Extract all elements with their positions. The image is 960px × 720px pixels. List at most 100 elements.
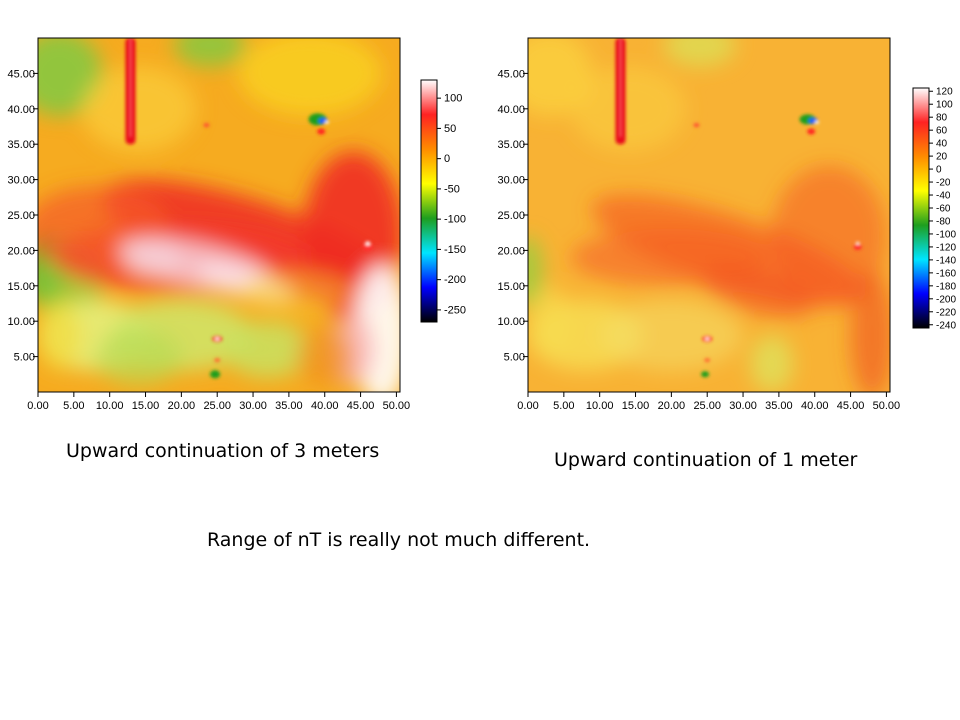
x-tick-label: 30.00 xyxy=(239,400,267,412)
anomaly-region xyxy=(238,271,354,315)
anomaly-region xyxy=(528,236,543,308)
colorbar-tick-label: -100 xyxy=(936,229,956,240)
anomaly-region xyxy=(238,38,383,116)
colorbar-tick-label: -50 xyxy=(444,183,460,195)
anomaly-region xyxy=(528,285,572,357)
anomaly-region xyxy=(95,328,182,385)
dipole-anomaly xyxy=(324,120,329,124)
colorbar-tick-label: 60 xyxy=(936,126,948,137)
colorbar xyxy=(420,79,438,323)
caption-1m: Upward continuation of 1 meter xyxy=(554,449,858,471)
colorbar-tick-label: 40 xyxy=(936,139,948,150)
x-tick-label: 0.00 xyxy=(517,400,538,412)
x-tick-label: 5.00 xyxy=(63,400,84,412)
dipole-anomaly xyxy=(853,243,862,250)
y-tick-label: 5.00 xyxy=(504,352,525,364)
colorbar-tick-label: -140 xyxy=(936,255,956,266)
dipole-anomaly xyxy=(701,371,710,378)
colorbar-tick-label: 0 xyxy=(936,165,942,176)
anomaly-region xyxy=(771,165,887,308)
map-panel-1m: 0.00 5.00 10.00 15.00 20.00 25.00 30.00 35.00 40… xyxy=(480,0,960,420)
colorbar-tick-label: -120 xyxy=(936,242,956,253)
colorbar-tick-label: 100 xyxy=(936,100,953,111)
y-tick-label: 20.00 xyxy=(7,245,35,257)
dipole-anomaly xyxy=(705,337,710,341)
y-tick-label: 30.00 xyxy=(7,175,35,187)
colorbar-tick-label: 80 xyxy=(936,113,948,124)
y-tick-label: 40.00 xyxy=(497,104,525,116)
y-tick-label: 40.00 xyxy=(7,104,35,116)
y-tick-label: 10.00 xyxy=(497,316,525,328)
y-tick-label: 15.00 xyxy=(497,281,525,293)
x-tick-label: 45.00 xyxy=(347,400,375,412)
y-tick-label: 25.00 xyxy=(7,210,35,222)
y-tick-label: 35.00 xyxy=(497,139,525,151)
y-tick-label: 5.00 xyxy=(14,352,35,364)
anomaly-region xyxy=(750,335,794,392)
colorbar-tick-label: -220 xyxy=(936,307,956,318)
x-tick-label: 5.00 xyxy=(553,400,574,412)
dipole-anomaly xyxy=(214,358,221,363)
colorbar-tick-label: -150 xyxy=(444,244,466,256)
x-tick-label: 25.00 xyxy=(693,400,721,412)
colorbar-tick-label: 50 xyxy=(444,123,456,135)
dipole-anomaly xyxy=(814,120,819,124)
colorbar-tick-label: -80 xyxy=(936,216,951,227)
dipole-anomaly xyxy=(362,242,373,251)
colorbar-tick-label: -200 xyxy=(936,294,956,305)
anomaly-region xyxy=(296,328,354,385)
y-tick-label: 20.00 xyxy=(497,245,525,257)
dipole-anomaly xyxy=(215,337,220,341)
colorbar-tick-label: -250 xyxy=(444,304,466,316)
colorbar-tick-label: 20 xyxy=(936,152,948,163)
colorbar-tick-label: -160 xyxy=(936,268,956,279)
anomaly-region xyxy=(701,267,814,319)
heatmap-1m: 0.00 5.00 10.00 15.00 20.00 25.00 30.00 35.00 40… xyxy=(497,37,956,412)
x-tick-label: 35.00 xyxy=(275,400,303,412)
colorbar-tick-label: -40 xyxy=(936,191,951,202)
x-tick-label: 0.00 xyxy=(27,400,48,412)
dipole-anomaly xyxy=(317,128,326,135)
anomaly-region xyxy=(174,38,246,67)
y-tick-label: 25.00 xyxy=(497,210,525,222)
anomaly-region xyxy=(664,38,736,67)
x-tick-label: 35.00 xyxy=(765,400,793,412)
dipole-anomaly xyxy=(203,123,210,128)
y-tick-label: 45.00 xyxy=(7,68,35,80)
colorbar-tick-label: -20 xyxy=(936,178,951,189)
anomaly-region xyxy=(571,66,686,152)
colorbar-tick-label: 100 xyxy=(444,93,462,105)
colorbar-tick-label: -180 xyxy=(936,281,956,292)
dipole-anomaly xyxy=(807,128,816,135)
x-tick-label: 10.00 xyxy=(96,400,124,412)
x-tick-label: 15.00 xyxy=(622,400,650,412)
colorbar-tick-label: 0 xyxy=(444,153,450,165)
slide-note: Range of nT is really not much different… xyxy=(207,529,591,551)
y-tick-label: 45.00 xyxy=(497,68,525,80)
anomaly-region xyxy=(81,66,196,152)
caption-3m: Upward continuation of 3 meters xyxy=(66,440,380,462)
x-tick-label: 40.00 xyxy=(801,400,829,412)
heatmap-3m: 0.00 5.00 10.00 15.00 20.00 25.00 30.00 35.00 40… xyxy=(7,37,466,412)
y-tick-label: 35.00 xyxy=(7,139,35,151)
x-tick-label: 50.00 xyxy=(873,400,901,412)
dipole-anomaly xyxy=(210,370,221,379)
linear-anomaly-core xyxy=(129,38,132,138)
y-tick-label: 30.00 xyxy=(497,175,525,187)
anomaly-region xyxy=(124,239,182,276)
heatmap-field xyxy=(528,38,890,392)
heatmap-field xyxy=(38,38,400,392)
dipole-anomaly xyxy=(693,123,700,128)
dipole-anomaly xyxy=(704,358,711,363)
x-tick-label: 15.00 xyxy=(132,400,160,412)
y-tick-label: 10.00 xyxy=(7,316,35,328)
x-tick-label: 10.00 xyxy=(586,400,614,412)
anomaly-region xyxy=(850,271,890,392)
x-tick-label: 30.00 xyxy=(729,400,757,412)
map-panel-3m: 0.00 5.00 10.00 15.00 20.00 25.00 30.00 35.00 40… xyxy=(0,0,470,420)
x-tick-label: 45.00 xyxy=(837,400,865,412)
x-tick-label: 20.00 xyxy=(658,400,686,412)
anomaly-region xyxy=(224,321,311,378)
linear-anomaly-core xyxy=(619,38,622,138)
y-tick-label: 15.00 xyxy=(7,281,35,293)
